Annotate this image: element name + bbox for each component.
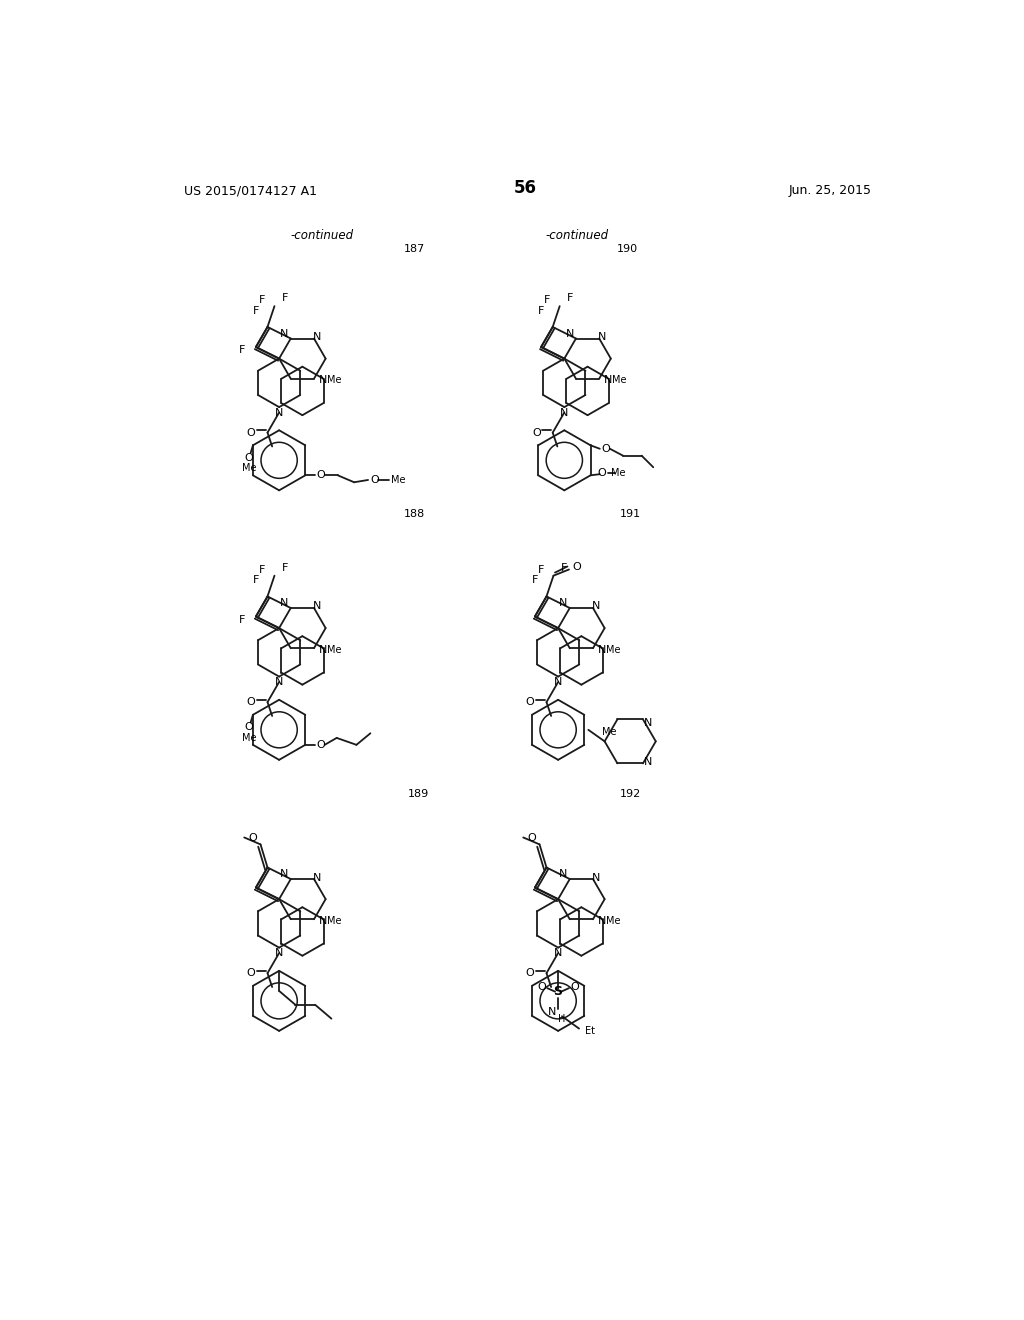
Text: -continued: -continued [290, 228, 353, 242]
Text: F: F [253, 306, 259, 315]
Text: F: F [561, 562, 567, 573]
Text: O: O [527, 833, 537, 843]
Text: F: F [544, 294, 551, 305]
Text: O: O [247, 428, 256, 438]
Text: Me: Me [611, 469, 626, 478]
Text: F: F [253, 576, 259, 585]
Text: N: N [319, 644, 328, 655]
Text: N: N [643, 756, 652, 767]
Text: -continued: -continued [546, 228, 609, 242]
Text: O: O [316, 739, 326, 750]
Text: F: F [538, 306, 545, 315]
Text: N: N [643, 718, 652, 729]
Text: Me: Me [242, 733, 256, 743]
Text: N: N [592, 873, 600, 883]
Text: N: N [319, 375, 328, 385]
Text: N: N [554, 948, 562, 958]
Text: N: N [319, 916, 328, 925]
Text: F: F [259, 294, 265, 305]
Text: N: N [559, 598, 567, 609]
Text: Me: Me [242, 463, 256, 474]
Text: 189: 189 [408, 789, 429, 800]
Text: O: O [370, 475, 379, 486]
Text: Et: Et [585, 1026, 595, 1036]
Text: Me: Me [327, 644, 341, 655]
Text: N: N [281, 870, 289, 879]
Text: 192: 192 [620, 789, 641, 800]
Text: N: N [274, 408, 284, 417]
Text: N: N [592, 602, 600, 611]
Text: O: O [247, 697, 256, 708]
Text: F: F [567, 293, 573, 304]
Text: O: O [245, 453, 254, 462]
Text: O: O [249, 833, 257, 843]
Text: 190: 190 [617, 244, 638, 255]
Text: O: O [572, 562, 581, 572]
Text: O: O [526, 697, 535, 708]
Text: Me: Me [327, 916, 341, 925]
Text: F: F [239, 615, 245, 624]
Text: F: F [283, 562, 289, 573]
Text: F: F [239, 345, 245, 355]
Text: N: N [274, 677, 284, 686]
Text: N: N [598, 916, 606, 925]
Text: 56: 56 [513, 178, 537, 197]
Text: Me: Me [391, 475, 406, 486]
Text: Me: Me [612, 375, 627, 385]
Text: N: N [559, 870, 567, 879]
Text: N: N [313, 331, 322, 342]
Text: N: N [598, 331, 606, 342]
Text: N: N [604, 375, 612, 385]
Text: Me: Me [606, 916, 621, 925]
Text: O: O [526, 968, 535, 978]
Text: 188: 188 [404, 510, 425, 519]
Text: S: S [554, 985, 562, 998]
Text: F: F [259, 565, 265, 574]
Text: O: O [538, 982, 546, 993]
Text: N: N [313, 873, 322, 883]
Text: 187: 187 [404, 244, 425, 255]
Text: N: N [281, 598, 289, 609]
Text: N: N [554, 677, 562, 686]
Text: US 2015/0174127 A1: US 2015/0174127 A1 [183, 185, 316, 197]
Text: O: O [247, 968, 256, 978]
Text: Me: Me [606, 644, 621, 655]
Text: F: F [283, 293, 289, 304]
Text: N: N [598, 644, 606, 655]
Text: N: N [548, 1007, 556, 1018]
Text: N: N [560, 408, 568, 417]
Text: O: O [598, 469, 606, 478]
Text: O: O [602, 444, 610, 454]
Text: 191: 191 [620, 510, 641, 519]
Text: N: N [565, 329, 573, 339]
Text: O: O [532, 428, 541, 438]
Text: N: N [281, 329, 289, 339]
Text: O: O [570, 982, 579, 993]
Text: Me: Me [602, 727, 616, 737]
Text: F: F [538, 565, 545, 574]
Text: H: H [557, 1014, 565, 1023]
Text: F: F [531, 576, 538, 585]
Text: O: O [245, 722, 254, 733]
Text: N: N [274, 948, 284, 958]
Text: N: N [313, 602, 322, 611]
Text: O: O [316, 470, 326, 480]
Text: Me: Me [327, 375, 341, 385]
Text: Jun. 25, 2015: Jun. 25, 2015 [790, 185, 872, 197]
